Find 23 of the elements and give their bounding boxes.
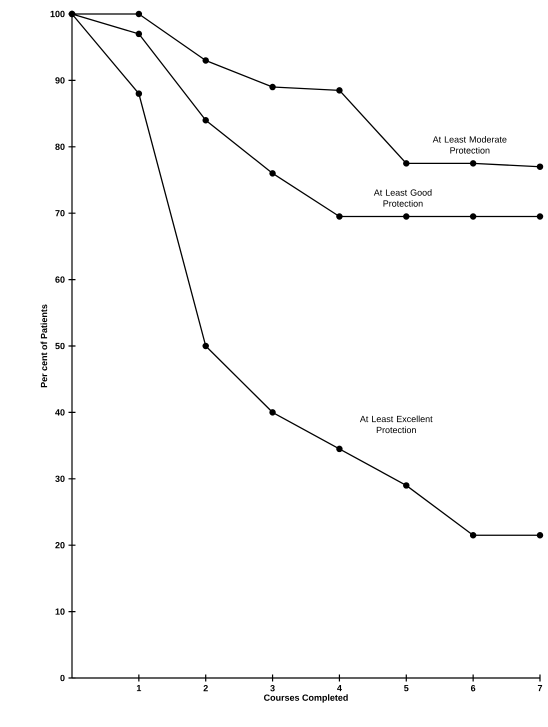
y-tick-label: 80 — [55, 144, 65, 150]
y-tick-label: 40 — [55, 409, 65, 416]
text: At Least Excellent Protection — [360, 416, 433, 434]
y-axis-title: Per cent of Patients — [40, 304, 48, 388]
x-tick-label: 2 — [204, 685, 208, 692]
y-tick-label: 20 — [55, 542, 65, 548]
y-tick-label: 50 — [55, 342, 65, 350]
x-tick-label: 3 — [270, 685, 275, 692]
series-label: At Least Moderate Protection — [432, 136, 507, 154]
y-tick-label: 60 — [55, 276, 65, 283]
x-tick-label: 7 — [538, 685, 542, 692]
y-tick-label: 70 — [55, 210, 65, 216]
y-tick-label: 100 — [50, 10, 65, 18]
y-tick-label: 10 — [56, 608, 65, 615]
x-tick-label: 5 — [404, 685, 409, 692]
x-tick-label: 1 — [136, 685, 142, 692]
x-axis-title: Courses Completed — [264, 694, 348, 703]
series-label: At Least Good Protection — [374, 189, 432, 207]
x-tick-label: 4 — [337, 685, 342, 692]
y-tick-label: 30 — [55, 476, 65, 482]
x-tick-label: 6 — [470, 685, 476, 692]
y-tick-label: 0 — [60, 674, 65, 682]
y-tick-label: 90 — [55, 77, 65, 84]
